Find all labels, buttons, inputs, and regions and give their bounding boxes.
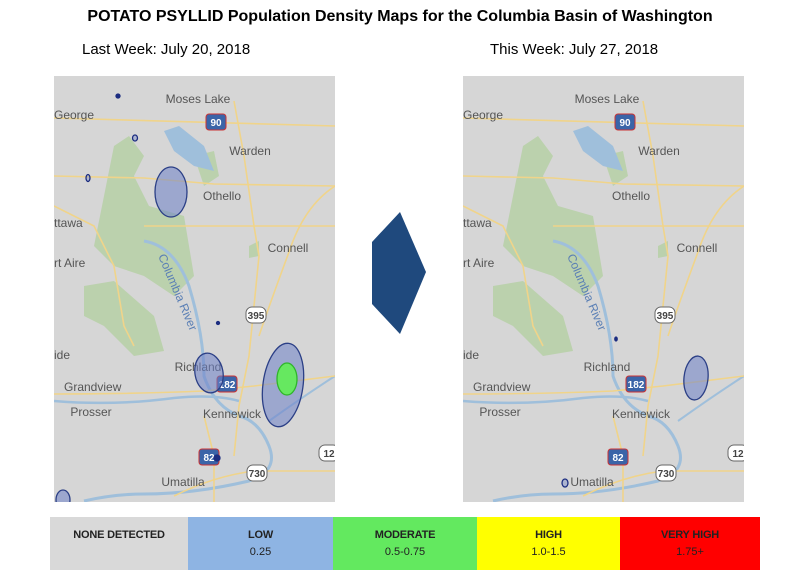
place-label: rt Aire: [463, 256, 495, 270]
columbia-river: [492, 239, 682, 502]
interstate-shield-icon: 182: [625, 375, 647, 393]
us-highway-shield-icon: 12: [727, 444, 744, 462]
legend-moderate: MODERATE 0.5-0.75: [333, 517, 477, 570]
shield-number: 395: [248, 311, 265, 322]
interstate-shield-icon: 90: [614, 113, 636, 131]
interstate-shield-icon: 90: [205, 113, 227, 131]
shield-number: 82: [612, 453, 624, 464]
shield-number: 182: [219, 380, 236, 391]
place-label: Umatilla: [570, 475, 614, 489]
yakima-river: [54, 395, 240, 405]
low-density-area: [194, 352, 224, 394]
park-area: [493, 281, 573, 356]
legend-high: HIGH 1.0-1.5: [477, 517, 620, 570]
place-label: Grandview: [64, 380, 122, 394]
place-label: Richland: [584, 360, 631, 374]
lake-area: [164, 126, 214, 171]
low-density-area: [85, 173, 91, 183]
shield-number: 90: [619, 118, 631, 129]
place-label: George: [463, 108, 503, 122]
road: [463, 205, 544, 347]
yakima-river: [463, 395, 649, 405]
legend-very-high: VERY HIGH 1.75+: [620, 517, 760, 570]
lake-area: [573, 126, 623, 171]
low-density-area: [213, 454, 221, 462]
place-label: Kennewick: [612, 407, 671, 421]
low-density-area: [215, 320, 221, 326]
place-label: Warden: [229, 144, 271, 158]
snake-river: [677, 375, 744, 422]
place-label: ide: [54, 348, 70, 362]
place-label: Othello: [203, 189, 241, 203]
legend: NONE DETECTED LOW 0.25 MODERATE 0.5-0.75 H…: [50, 517, 760, 570]
us-highway-shield-icon: 395: [654, 306, 676, 324]
interstate-shield-icon: 82: [607, 448, 629, 466]
park-area: [84, 281, 164, 356]
page-title: POTATO PSYLLID Population Density Maps f…: [87, 8, 713, 25]
low-density-area: [614, 336, 618, 342]
place-label: Connell: [677, 241, 718, 255]
last-week-map[interactable]: Moses Lake George Warden Othello ttawa rt Air…: [54, 76, 335, 502]
low-density-area: [55, 489, 71, 502]
place-label: George: [54, 108, 94, 122]
road: [642, 100, 669, 457]
us-highway-shield-icon: 730: [246, 464, 268, 482]
shield-number: 82: [203, 453, 215, 464]
us-highway-shield-icon: 395: [245, 306, 267, 324]
place-label: rt Aire: [54, 256, 86, 270]
shield-number: 12: [732, 449, 744, 460]
road: [54, 205, 135, 347]
low-density-area: [683, 355, 709, 401]
road: [463, 375, 744, 395]
place-label: ide: [463, 348, 479, 362]
place-label: Moses Lake: [166, 92, 231, 106]
low-density-area: [131, 134, 139, 142]
place-label: Othello: [612, 189, 650, 203]
place-label: Connell: [268, 241, 309, 255]
this-week-caption: This Week: July 27, 2018: [490, 41, 659, 58]
this-week-map[interactable]: Moses Lake George Warden Othello ttawa rt Air…: [463, 76, 744, 502]
place-label: Grandview: [473, 380, 531, 394]
low-density-area: [115, 93, 121, 99]
shield-number: 90: [210, 118, 222, 129]
place-label: Warden: [638, 144, 680, 158]
park-area: [503, 136, 603, 296]
place-label: ttawa: [54, 216, 83, 230]
park-area: [94, 136, 194, 296]
low-density-area: [561, 478, 569, 488]
road: [463, 117, 744, 127]
place-label: Umatilla: [161, 475, 205, 489]
road: [233, 100, 260, 457]
arrow-right-icon: [372, 212, 426, 334]
moderate-density-area: [276, 362, 298, 396]
place-label: Prosser: [70, 405, 111, 419]
legend-none-detected: NONE DETECTED: [50, 517, 188, 570]
shield-number: 12: [323, 449, 335, 460]
shield-number: 730: [658, 469, 675, 480]
place-label: Moses Lake: [575, 92, 640, 106]
low-density-area: [154, 166, 188, 218]
place-label: Kennewick: [203, 407, 262, 421]
columbia-river: [83, 239, 273, 502]
shield-number: 730: [249, 469, 266, 480]
place-label: ttawa: [463, 216, 492, 230]
place-label: Prosser: [479, 405, 520, 419]
last-week-caption: Last Week: July 20, 2018: [82, 41, 251, 58]
shield-number: 395: [657, 311, 674, 322]
us-highway-shield-icon: 730: [655, 464, 677, 482]
road: [54, 117, 335, 127]
shield-number: 182: [628, 380, 645, 391]
road: [463, 175, 744, 187]
us-highway-shield-icon: 12: [318, 444, 335, 462]
legend-low: LOW 0.25: [188, 517, 333, 570]
